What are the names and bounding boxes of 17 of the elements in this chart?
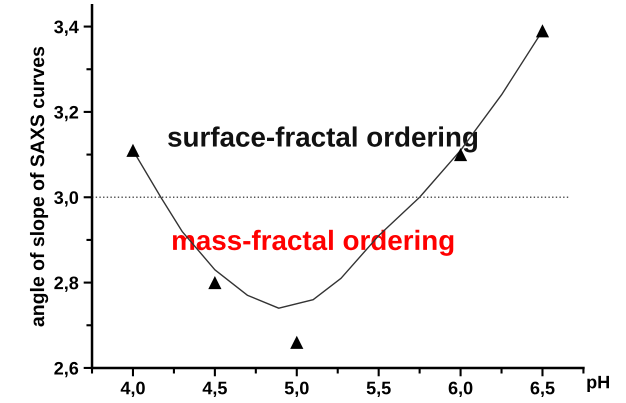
x-tick-label: 4,0 [120,382,145,398]
y-axis-title: angle of slope of SAXS curves [30,46,48,326]
x-tick-label: 5,0 [284,382,309,398]
x-tick-label: 6,0 [448,382,472,398]
x-axis-title: pH [587,376,609,392]
point [290,336,304,349]
x-tick-label: 6,5 [530,382,555,398]
x-tick-label: 4,5 [202,382,227,398]
y-tick-label: 3,0 [54,191,78,207]
y-tick-label: 2,6 [54,362,78,378]
point [126,144,140,157]
y-tick-label: 2,8 [54,276,78,292]
point [208,276,222,290]
x-tick-label: 5,5 [366,382,391,398]
y-tick-label: 3,4 [54,20,79,36]
point [536,24,550,38]
y-tick-label: 3,2 [54,106,78,122]
